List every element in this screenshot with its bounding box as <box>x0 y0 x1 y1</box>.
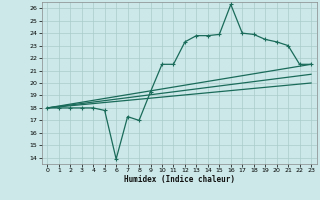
X-axis label: Humidex (Indice chaleur): Humidex (Indice chaleur) <box>124 175 235 184</box>
